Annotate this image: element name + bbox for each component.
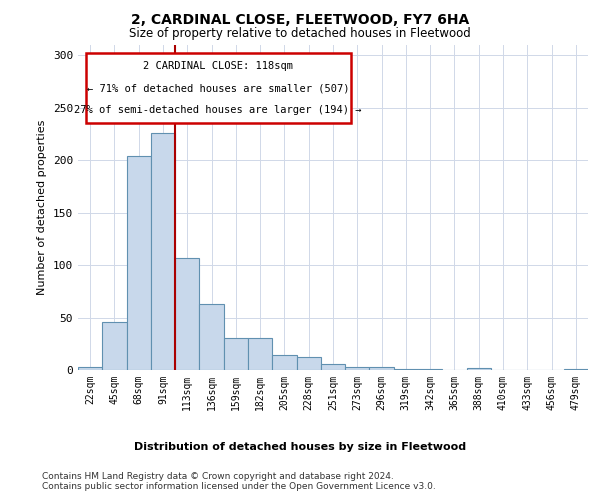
Bar [199,304,224,370]
Bar [224,338,248,370]
Text: Size of property relative to detached houses in Fleetwood: Size of property relative to detached ho… [129,28,471,40]
Bar [467,368,491,370]
Bar [102,322,127,370]
Text: 2 CARDINAL CLOSE: 118sqm: 2 CARDINAL CLOSE: 118sqm [143,60,293,70]
Bar [78,367,102,370]
Bar [564,369,588,370]
Bar [175,258,199,370]
Text: Distribution of detached houses by size in Fleetwood: Distribution of detached houses by size … [134,442,466,452]
Bar [370,367,394,370]
Bar [248,338,272,370]
Text: 27% of semi-detached houses are larger (194) →: 27% of semi-detached houses are larger (… [74,106,362,116]
Bar [296,358,321,370]
Bar [345,367,370,370]
Text: ← 71% of detached houses are smaller (507): ← 71% of detached houses are smaller (50… [87,83,349,93]
Bar [394,369,418,370]
Bar [127,156,151,370]
Bar [418,369,442,370]
Text: Contains public sector information licensed under the Open Government Licence v3: Contains public sector information licen… [42,482,436,491]
Text: Contains HM Land Registry data © Crown copyright and database right 2024.: Contains HM Land Registry data © Crown c… [42,472,394,481]
Bar [272,356,296,370]
Text: 2, CARDINAL CLOSE, FLEETWOOD, FY7 6HA: 2, CARDINAL CLOSE, FLEETWOOD, FY7 6HA [131,12,469,26]
Bar [151,133,175,370]
FancyBboxPatch shape [86,53,351,123]
Bar [321,364,345,370]
Y-axis label: Number of detached properties: Number of detached properties [37,120,47,295]
